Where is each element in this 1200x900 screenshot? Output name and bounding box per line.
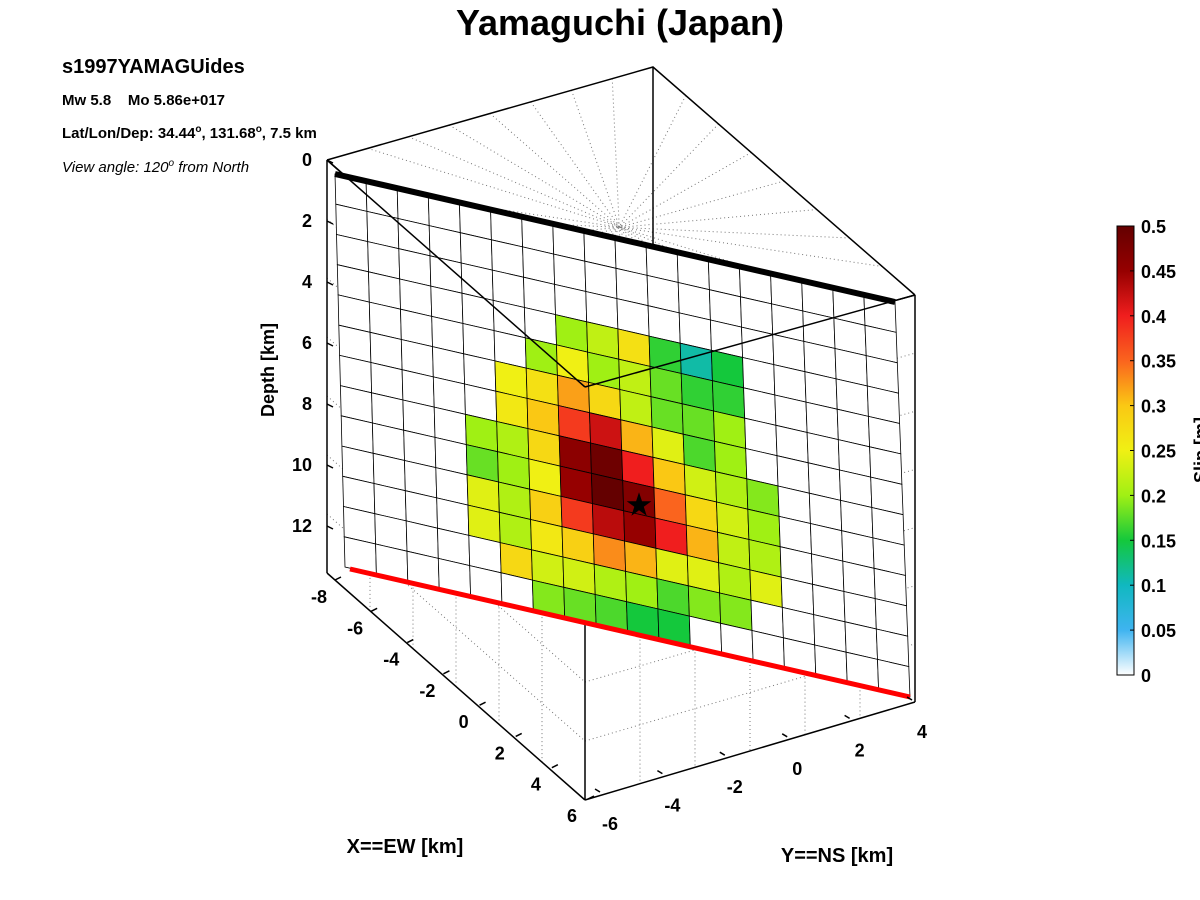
y-tick bbox=[906, 696, 913, 701]
location-line: Lat/Lon/Dep: 34.44o, 131.68o, 7.5 km bbox=[62, 124, 317, 142]
x-tick bbox=[370, 607, 378, 612]
colorbar-tick-label: 0.3 bbox=[1141, 397, 1166, 417]
y-tick bbox=[657, 769, 663, 775]
depth-tick-label: 2 bbox=[302, 211, 312, 231]
colorbar-tick-label: 0.2 bbox=[1141, 486, 1166, 506]
axis-labels: 0 2 4 6 8 10 12 -8 -6 -4 -2 0 2 4 6 -6 -4 -2 0 2 4 Depth [km]… bbox=[258, 150, 927, 867]
colorbar-tick-label: 0.25 bbox=[1141, 442, 1176, 462]
colorbar-title: Slip [m] bbox=[1191, 417, 1200, 483]
depth-tick-label: 12 bbox=[292, 516, 312, 536]
colorbar-tick-label: 0.15 bbox=[1141, 531, 1176, 551]
fault-top-edge bbox=[334, 171, 896, 305]
y-tick-label: 2 bbox=[855, 740, 865, 760]
top-panel-grid-line bbox=[571, 90, 668, 365]
x-tick-label: 4 bbox=[531, 775, 541, 795]
box-front-edges bbox=[326, 159, 916, 801]
location-suffix: , 7.5 km bbox=[261, 125, 317, 142]
y-tick-label: 0 bbox=[792, 759, 802, 779]
degree-mark: o bbox=[168, 158, 175, 169]
x-tick-label: -6 bbox=[347, 618, 363, 638]
view-suffix: from North bbox=[174, 159, 250, 176]
y-tick bbox=[719, 751, 726, 756]
x-tick-label: -4 bbox=[383, 650, 399, 670]
colorbar-tick-label: 0.4 bbox=[1141, 307, 1166, 327]
depth-tick-label: 6 bbox=[302, 333, 312, 353]
y-axis-line bbox=[584, 701, 916, 801]
colorbar-tick-label: 0.5 bbox=[1141, 217, 1166, 237]
hypocenter-star bbox=[626, 492, 652, 516]
y-axis-title: Y==NS [km] bbox=[781, 845, 893, 867]
x-axis-title: X==EW [km] bbox=[347, 836, 464, 858]
y-tick-label: -4 bbox=[664, 796, 680, 816]
top-panel-grid-line bbox=[367, 147, 874, 307]
depth-tick-label: 0 bbox=[302, 150, 312, 170]
colorbar-tick-label: 0.1 bbox=[1141, 576, 1166, 596]
box-front-diagonal-edge bbox=[584, 294, 916, 388]
mw-label: Mw 5.8 bbox=[62, 92, 112, 109]
view-prefix: View angle: 120 bbox=[62, 159, 169, 176]
box-front-diagonal-edge bbox=[326, 159, 586, 388]
depth-tick bbox=[326, 342, 334, 347]
chart-title: Yamaguchi (Japan) bbox=[455, 2, 785, 43]
colorbar: 0 0.05 0.1 0.15 0.2 0.25 0.3 0.35 0.4 0.45 0.5 Slip… bbox=[1116, 217, 1200, 686]
magnitude-line: Mw 5.8 Mo 5.86e+017 bbox=[62, 92, 225, 109]
colorbar-tick-label: 0.35 bbox=[1141, 352, 1176, 372]
y-tick bbox=[781, 733, 788, 738]
degree-mark: o bbox=[195, 124, 202, 135]
x-tick bbox=[551, 764, 559, 769]
x-tick-label: 0 bbox=[459, 712, 469, 732]
fault-plane bbox=[334, 171, 911, 700]
x-tick bbox=[443, 670, 450, 675]
depth-tick-label: 4 bbox=[302, 272, 312, 292]
fault-bottom-edge bbox=[349, 566, 911, 700]
right-wall-grid-line bbox=[584, 643, 916, 742]
y-tick-label: -6 bbox=[602, 814, 618, 834]
depth-tick bbox=[326, 525, 334, 530]
x-tick-label: -8 bbox=[311, 587, 327, 607]
event-name: s1997YAMAGUides bbox=[62, 56, 245, 78]
top-panel-grid-line bbox=[391, 216, 850, 239]
x-tick-label: 6 bbox=[567, 806, 577, 826]
x-tick bbox=[515, 732, 523, 738]
x-tick-label: -2 bbox=[419, 681, 435, 701]
colorbar-tick-label: 0 bbox=[1141, 666, 1151, 686]
view-angle-line: View angle: 120o from North bbox=[62, 158, 249, 176]
x-tick bbox=[406, 638, 414, 644]
depth-tick bbox=[326, 220, 334, 225]
depth-tick-label: 10 bbox=[292, 455, 312, 475]
x-tick bbox=[479, 701, 486, 706]
depth-tick bbox=[326, 159, 334, 164]
x-tick bbox=[587, 795, 595, 800]
depth-tick bbox=[326, 281, 334, 286]
y-tick bbox=[594, 788, 601, 793]
y-tick-label: -2 bbox=[727, 777, 743, 797]
x-tick-label: 2 bbox=[495, 743, 505, 763]
depth-axis-title: Depth [km] bbox=[258, 323, 278, 417]
y-tick bbox=[844, 714, 850, 720]
depth-tick-label: 8 bbox=[302, 394, 312, 414]
degree-mark: o bbox=[255, 124, 262, 135]
y-tick-label: 4 bbox=[917, 722, 927, 742]
depth-tick bbox=[326, 403, 334, 408]
top-panel-grid-line bbox=[455, 180, 785, 274]
mo-label: Mo 5.86e+017 bbox=[127, 92, 226, 109]
colorbar-tick-label: 0.05 bbox=[1141, 621, 1176, 641]
colorbar-tick-label: 0.45 bbox=[1141, 262, 1176, 282]
location-mid: , 131.68 bbox=[201, 125, 256, 142]
x-axis-line bbox=[326, 572, 586, 801]
location-prefix: Lat/Lon/Dep: 34.44 bbox=[62, 125, 196, 142]
depth-tick bbox=[326, 464, 334, 469]
x-tick bbox=[334, 576, 342, 581]
